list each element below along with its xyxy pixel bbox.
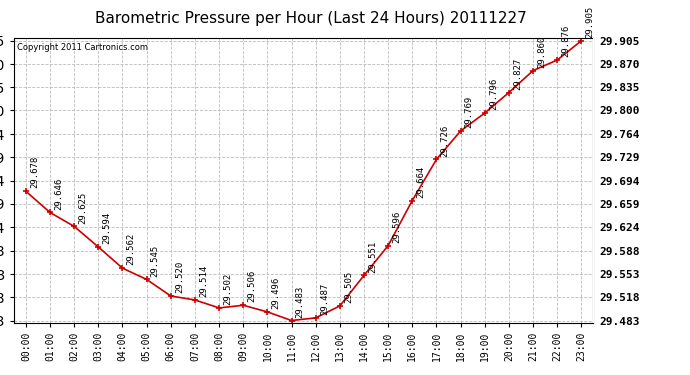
Text: 29.876: 29.876 bbox=[562, 25, 571, 57]
Text: 29.496: 29.496 bbox=[272, 277, 281, 309]
Text: 29.827: 29.827 bbox=[513, 57, 522, 90]
Text: 29.769: 29.769 bbox=[465, 96, 474, 128]
Text: 29.545: 29.545 bbox=[151, 244, 160, 277]
Text: 29.483: 29.483 bbox=[296, 285, 305, 318]
Text: 29.905: 29.905 bbox=[586, 6, 595, 38]
Text: 29.514: 29.514 bbox=[199, 265, 208, 297]
Text: 29.520: 29.520 bbox=[175, 261, 184, 293]
Text: 29.487: 29.487 bbox=[320, 283, 329, 315]
Text: 29.860: 29.860 bbox=[538, 36, 546, 68]
Text: Copyright 2011 Cartronics.com: Copyright 2011 Cartronics.com bbox=[17, 43, 148, 52]
Text: 29.625: 29.625 bbox=[79, 191, 88, 224]
Text: Barometric Pressure per Hour (Last 24 Hours) 20111227: Barometric Pressure per Hour (Last 24 Ho… bbox=[95, 11, 526, 26]
Text: 29.726: 29.726 bbox=[441, 124, 450, 157]
Text: 29.505: 29.505 bbox=[344, 271, 353, 303]
Text: 29.506: 29.506 bbox=[248, 270, 257, 303]
Text: 29.551: 29.551 bbox=[368, 240, 377, 273]
Text: 29.646: 29.646 bbox=[55, 177, 63, 210]
Text: 29.796: 29.796 bbox=[489, 78, 498, 110]
Text: 29.664: 29.664 bbox=[417, 165, 426, 198]
Text: 29.594: 29.594 bbox=[103, 212, 112, 244]
Text: 29.678: 29.678 bbox=[30, 156, 39, 189]
Text: 29.562: 29.562 bbox=[127, 233, 136, 266]
Text: 29.502: 29.502 bbox=[224, 273, 233, 305]
Text: 29.596: 29.596 bbox=[393, 211, 402, 243]
